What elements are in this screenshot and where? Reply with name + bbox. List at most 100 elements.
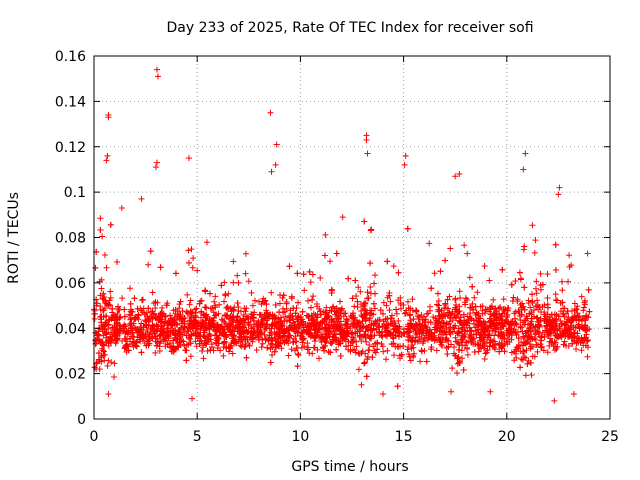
data-point [522, 330, 529, 337]
data-point [456, 170, 463, 177]
data-point [466, 274, 473, 281]
data-point [113, 316, 120, 323]
data-point [193, 322, 200, 329]
data-point [207, 347, 214, 354]
data-point [533, 290, 540, 297]
data-point [484, 347, 491, 354]
data-point [152, 314, 159, 321]
data-point [442, 300, 449, 307]
data-point [410, 316, 417, 323]
data-point [119, 295, 126, 302]
data-point [463, 339, 470, 346]
data-point [499, 310, 506, 317]
data-point [214, 345, 221, 352]
data-point [282, 333, 289, 340]
data-point [129, 338, 136, 345]
data-point [123, 344, 130, 351]
data-point [579, 314, 586, 321]
y-axis-label: ROTI / TECUs [6, 192, 22, 284]
data-point [547, 319, 554, 326]
data-point [581, 325, 588, 332]
data-point [240, 311, 247, 318]
data-point [452, 338, 459, 345]
data-point [570, 391, 577, 398]
data-point [418, 348, 425, 355]
data-point [280, 292, 287, 299]
data-point [272, 161, 279, 168]
data-point [546, 328, 553, 335]
data-point [343, 343, 350, 350]
data-point [163, 302, 170, 309]
data-point [528, 343, 535, 350]
data-point [105, 337, 112, 344]
data-point [331, 308, 338, 315]
data-point [367, 260, 374, 267]
data-point [103, 157, 110, 164]
data-point [500, 296, 507, 303]
data-point [321, 347, 328, 354]
data-point [230, 323, 237, 330]
data-point [222, 291, 229, 298]
data-point [154, 327, 161, 334]
data-point [181, 342, 188, 349]
data-point [342, 332, 349, 339]
data-point [556, 184, 563, 191]
data-point [543, 323, 550, 330]
data-point [183, 341, 190, 348]
data-point [517, 364, 524, 371]
data-point [464, 250, 471, 257]
data-point [487, 317, 494, 324]
y-tick-label: 0.08 [55, 231, 86, 247]
data-point [493, 315, 500, 322]
data-point [492, 305, 499, 312]
data-point [224, 323, 231, 330]
data-point [504, 341, 511, 348]
data-point [417, 326, 424, 333]
data-point [446, 309, 453, 316]
data-point [578, 323, 585, 330]
data-point [447, 245, 454, 252]
data-point [560, 310, 567, 317]
data-point [383, 356, 390, 363]
data-point [455, 353, 462, 360]
data-point [565, 333, 572, 340]
data-point [522, 150, 529, 157]
data-point [353, 293, 360, 300]
data-point [414, 313, 421, 320]
data-point [231, 304, 238, 311]
data-point [420, 338, 427, 345]
data-point [317, 308, 324, 315]
data-point [497, 304, 504, 311]
data-point [246, 321, 253, 328]
data-point [138, 349, 145, 356]
data-point [351, 303, 358, 310]
data-point [561, 320, 568, 327]
data-point [444, 305, 451, 312]
data-point [341, 329, 348, 336]
data-point [368, 226, 375, 233]
data-point [456, 346, 463, 353]
data-point [301, 343, 308, 350]
data-point [514, 298, 521, 305]
data-point [149, 315, 156, 322]
data-point [379, 310, 386, 317]
y-tick-label: 0.14 [55, 94, 86, 110]
data-point [345, 330, 352, 337]
data-point [569, 340, 576, 347]
data-point [460, 311, 467, 318]
data-point [372, 340, 379, 347]
data-point [386, 307, 393, 314]
data-point [581, 297, 588, 304]
data-point [157, 338, 164, 345]
data-point [153, 342, 160, 349]
data-point [528, 315, 535, 322]
data-point [496, 341, 503, 348]
data-point [267, 109, 274, 116]
data-point [145, 319, 152, 326]
data-point [91, 364, 98, 371]
data-point [173, 336, 180, 343]
data-point [492, 341, 499, 348]
data-point [229, 317, 236, 324]
data-point [383, 327, 390, 334]
data-point [407, 311, 414, 318]
